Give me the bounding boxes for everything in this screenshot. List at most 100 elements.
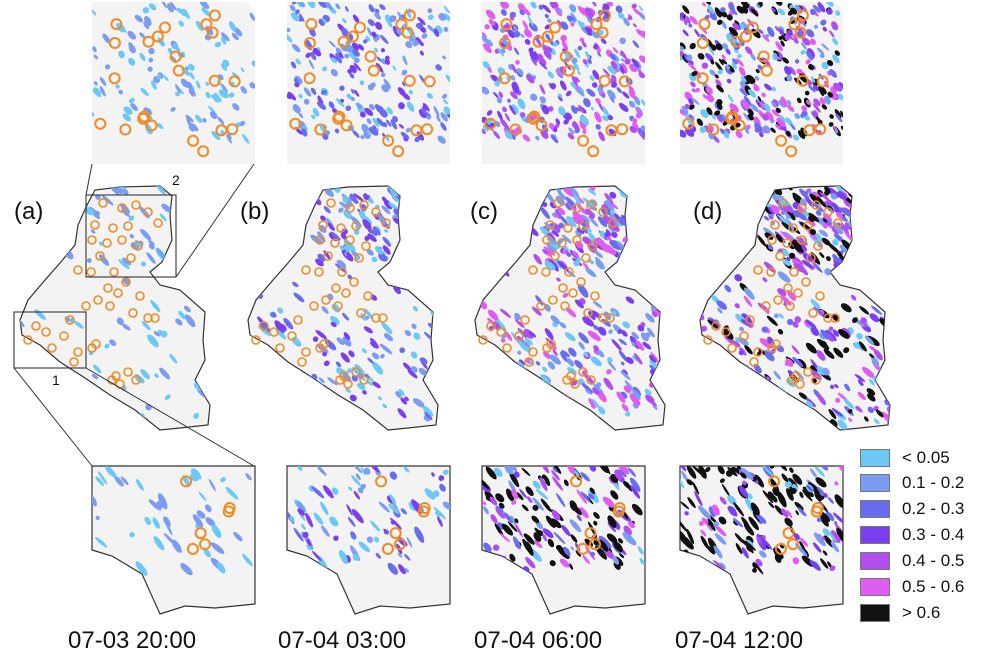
legend-item: 0.5 - 0.6 <box>858 576 988 598</box>
intensity-patch <box>397 255 405 263</box>
intensity-patch <box>498 355 506 363</box>
intensity-patch <box>506 365 518 377</box>
intensity-patch <box>664 217 671 224</box>
intensity-patch <box>261 182 269 190</box>
intensity-patch <box>396 179 409 191</box>
intensity-patch <box>506 381 517 393</box>
intensity-patch <box>306 409 312 415</box>
intensity-patch <box>710 354 725 368</box>
intensity-patch <box>754 405 761 413</box>
intensity-patch <box>291 376 298 384</box>
intensity-patch <box>735 413 745 422</box>
intensity-patch <box>697 410 704 417</box>
intensity-patch <box>518 389 524 395</box>
intensity-patch <box>342 410 356 423</box>
zoom-inset-bottom-c <box>477 460 646 614</box>
intensity-patch <box>244 394 251 401</box>
intensity-patch <box>710 230 717 237</box>
intensity-patch <box>485 385 501 400</box>
intensity-patch <box>51 401 59 409</box>
intensity-patch <box>504 563 515 575</box>
intensity-patch <box>304 379 317 392</box>
legend-swatch <box>860 449 890 467</box>
intensity-patch <box>502 197 514 210</box>
intensity-patch <box>729 412 737 420</box>
intensity-patch <box>751 409 759 418</box>
intensity-patch <box>887 221 895 229</box>
intensity-patch <box>803 411 815 425</box>
intensity-patch <box>738 374 748 384</box>
legend-item: > 0.6 <box>858 602 988 624</box>
intensity-patch <box>245 414 255 424</box>
zoom-box-label-2: 2 <box>172 172 180 188</box>
intensity-patch <box>544 405 552 413</box>
basin-shape <box>248 186 438 430</box>
intensity-patch <box>697 265 705 273</box>
intensity-patch <box>873 223 886 238</box>
intensity-patch <box>488 408 494 414</box>
intensity-patch <box>719 388 725 394</box>
intensity-patch <box>519 399 528 409</box>
map-panel-c <box>468 179 672 431</box>
intensity-patch <box>283 210 294 221</box>
intensity-patch <box>736 411 743 418</box>
legend-item: 0.3 - 0.4 <box>858 524 988 546</box>
intensity-patch <box>203 374 210 381</box>
intensity-patch <box>622 261 629 267</box>
basin-shape <box>20 186 210 430</box>
intensity-patch <box>747 406 759 418</box>
intensity-patch <box>686 564 695 574</box>
intensity-patch <box>498 384 510 394</box>
intensity-patch <box>648 232 655 239</box>
legend-item: 0.1 - 0.2 <box>858 472 988 494</box>
intensity-patch <box>707 353 715 361</box>
zoom-inset-bottom-b <box>283 461 452 614</box>
intensity-patch <box>707 257 719 271</box>
intensity-patch <box>117 408 125 416</box>
intensity-patch <box>485 395 494 403</box>
intensity-patch <box>648 193 659 204</box>
intensity-patch <box>63 195 70 202</box>
intensity-patch <box>473 228 483 237</box>
intensity-patch <box>755 413 764 422</box>
intensity-patch <box>714 372 722 380</box>
intensity-patch <box>857 212 865 220</box>
intensity-patch <box>271 233 278 240</box>
intensity-patch <box>738 410 749 421</box>
intensity-patch <box>755 406 767 419</box>
intensity-patch <box>514 217 523 226</box>
intensity-patch <box>612 269 619 276</box>
intensity-patch <box>622 259 633 269</box>
legend-item: 0.4 - 0.5 <box>858 550 988 572</box>
intensity-patch <box>480 564 488 572</box>
intensity-patch <box>715 409 726 419</box>
intensity-patch <box>102 416 110 424</box>
intensity-patch <box>757 382 767 394</box>
intensity-patch <box>864 215 871 222</box>
intensity-patch <box>707 390 721 403</box>
intensity-patch <box>123 413 130 420</box>
zoom-box-label-1: 1 <box>52 372 60 388</box>
intensity-patch <box>471 404 480 414</box>
intensity-patch <box>854 203 866 217</box>
intensity-patch <box>42 378 49 385</box>
map-panel-a <box>15 181 213 430</box>
intensity-patch <box>771 397 783 409</box>
zoom-inset-bottom-a <box>88 464 255 614</box>
intensity-patch <box>783 400 796 413</box>
intensity-patch <box>765 397 774 405</box>
intensity-patch <box>886 375 896 386</box>
intensity-patch <box>505 215 519 229</box>
map-panel-b <box>244 179 443 430</box>
intensity-patch <box>774 408 781 416</box>
intensity-patch <box>68 412 80 423</box>
legend-swatch <box>860 578 890 596</box>
intensity-patch <box>868 238 880 249</box>
intensity-patch <box>293 229 303 240</box>
intensity-patch <box>493 403 501 410</box>
intensity-patch <box>282 397 293 409</box>
intensity-patch <box>733 396 747 409</box>
intensity-patch <box>861 259 869 267</box>
